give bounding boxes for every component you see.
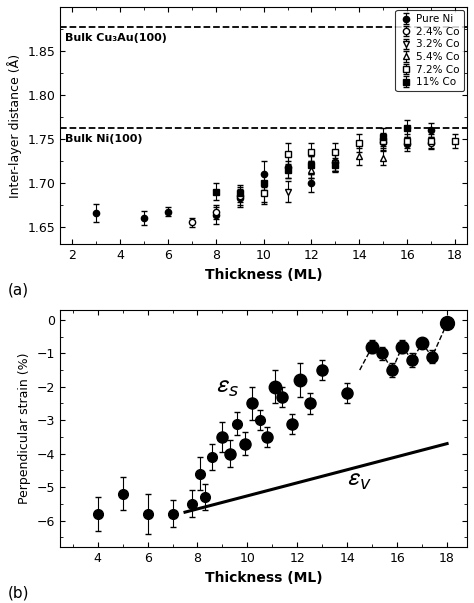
Text: (b): (b) [7, 586, 29, 600]
X-axis label: Thickness (ML): Thickness (ML) [205, 570, 322, 585]
Text: (a): (a) [7, 282, 28, 297]
Text: $\mathcal{\varepsilon}_v$: $\mathcal{\varepsilon}_v$ [347, 469, 372, 493]
X-axis label: Thickness (ML): Thickness (ML) [205, 268, 322, 282]
Y-axis label: Perpendicular strain (%): Perpendicular strain (%) [18, 353, 31, 504]
Y-axis label: Inter-layer distance (Å): Inter-layer distance (Å) [7, 54, 22, 198]
Text: Bulk Cu₃Au(100): Bulk Cu₃Au(100) [65, 33, 167, 43]
Legend: Pure Ni, 2.4% Co, 3.2% Co, 5.4% Co, 7.2% Co, 11% Co: Pure Ni, 2.4% Co, 3.2% Co, 5.4% Co, 7.2%… [395, 10, 464, 92]
Text: $\mathcal{\varepsilon}_s$: $\mathcal{\varepsilon}_s$ [216, 374, 239, 399]
Text: Bulk Ni(100): Bulk Ni(100) [65, 134, 143, 145]
